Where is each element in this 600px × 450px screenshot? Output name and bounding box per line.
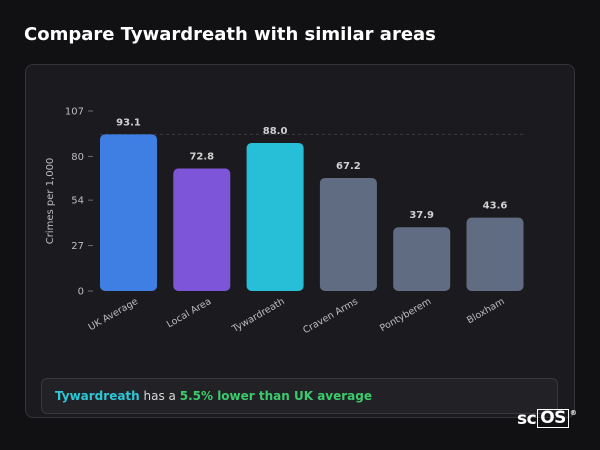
page-title: Compare Tywardreath with similar areas <box>24 24 436 45</box>
category-label: UK Average <box>87 296 140 333</box>
chart-card: Crimes per 1,000 0 27 54 80 107 93.1 UK Average… <box>25 64 575 418</box>
y-axis-label: Crimes per 1,000 <box>45 158 56 245</box>
summary-text: has a <box>139 389 180 403</box>
logo-registered-mark: ® <box>569 409 577 417</box>
bar-bloxham <box>466 217 524 291</box>
y-tick-label: 107 <box>65 107 84 118</box>
logo-boxed-text: OS <box>537 409 569 428</box>
bar-local-area <box>173 168 231 291</box>
value-label: 67.2 <box>336 161 361 172</box>
bar-craven-arms <box>319 177 377 291</box>
value-label: 72.8 <box>189 152 214 163</box>
bar-chart: Crimes per 1,000 0 27 54 80 107 93.1 UK Average… <box>45 107 524 336</box>
y-tick-label: 54 <box>71 196 84 207</box>
comparison-summary: Tywardreath has a 5.5% lower than UK ave… <box>41 378 558 414</box>
logo-prefix: sc <box>517 409 537 429</box>
category-label: Craven Arms <box>301 296 360 336</box>
y-tick-label: 80 <box>71 152 84 163</box>
bar-pontyberem <box>393 227 451 291</box>
value-label: 37.9 <box>409 210 434 221</box>
bar-uk-average <box>100 134 157 291</box>
summary-area-name: Tywardreath <box>55 389 140 403</box>
category-label: Bloxham <box>465 296 506 326</box>
y-tick-label: 0 <box>78 287 84 298</box>
category-label: Pontyberem <box>378 296 433 334</box>
summary-difference: 5.5% lower than UK average <box>179 389 372 403</box>
bar-tywardreath <box>246 142 304 291</box>
category-label: Tywardreath <box>230 296 287 335</box>
value-label: 43.6 <box>483 201 508 212</box>
value-label: 93.1 <box>116 117 141 128</box>
brand-logo: sc OS ® <box>517 409 577 429</box>
category-label: Local Area <box>165 296 213 330</box>
value-label: 88.0 <box>263 126 288 137</box>
y-tick-label: 27 <box>71 241 84 252</box>
